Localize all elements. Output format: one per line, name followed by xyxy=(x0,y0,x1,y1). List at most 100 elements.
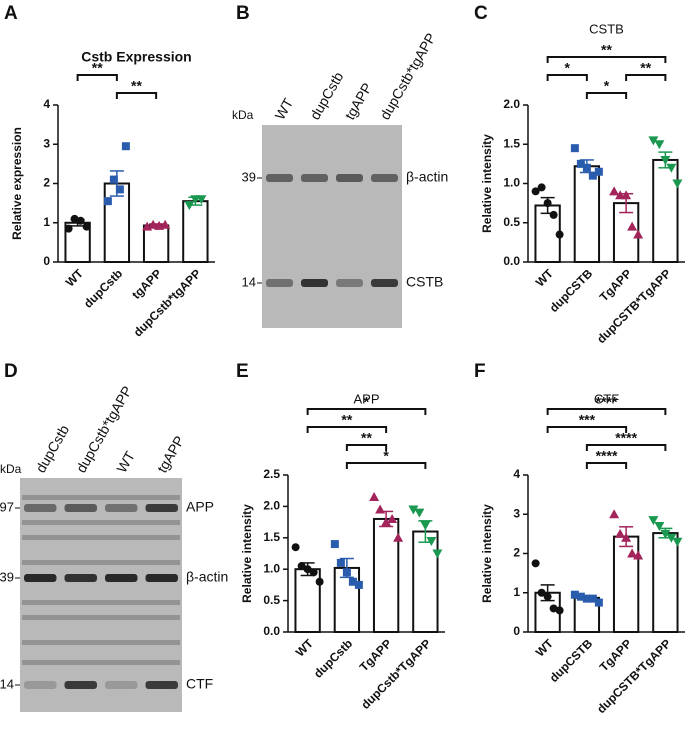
data-point xyxy=(588,594,597,603)
y-tick-label: 1.5 xyxy=(263,530,280,544)
x-tick-label: TgAPP xyxy=(357,636,395,674)
band-label: CTF xyxy=(186,676,213,692)
chart-title: APP xyxy=(353,391,379,406)
x-tick-label: WT xyxy=(533,636,557,660)
data-point xyxy=(549,210,558,219)
data-point xyxy=(543,199,552,208)
data-point xyxy=(336,558,345,567)
bar xyxy=(652,532,679,634)
x-tick-label: TgAPP xyxy=(597,636,635,674)
data-point xyxy=(408,505,419,515)
data-point xyxy=(76,216,85,225)
bar xyxy=(182,200,209,264)
data-point xyxy=(576,159,585,168)
band xyxy=(24,574,57,582)
data-point xyxy=(660,529,671,539)
band xyxy=(371,174,398,182)
blot xyxy=(20,478,182,712)
significance-bracket xyxy=(345,444,388,451)
data-point xyxy=(555,230,564,239)
x-tick-label: tgAPP xyxy=(129,266,164,301)
data-point xyxy=(594,167,603,176)
data-point xyxy=(432,549,443,559)
y-tick-label: 3 xyxy=(43,136,50,150)
y-axis-label: Relative intensity xyxy=(480,134,494,233)
data-point xyxy=(633,550,644,560)
band xyxy=(64,574,97,582)
significance-bracket xyxy=(76,74,118,81)
y-tick-label: 0 xyxy=(513,624,520,638)
band xyxy=(145,681,178,689)
significance-bracket xyxy=(306,426,388,433)
faint-band xyxy=(22,495,180,500)
significance-label: * xyxy=(565,60,571,76)
significance-bracket xyxy=(585,92,628,99)
y-axis-label: Relative expression xyxy=(10,127,24,240)
x-tick-label: dupCSTB*TgAPP xyxy=(594,636,674,716)
data-point xyxy=(64,224,73,233)
faint-band xyxy=(22,535,180,540)
band-label: β-actin xyxy=(406,169,448,185)
significance-label: ** xyxy=(640,60,651,76)
y-tick-label: 1 xyxy=(513,585,520,599)
significance-label: ** xyxy=(361,430,372,446)
band xyxy=(145,504,178,512)
lane-label: dupCstb*tgAPP xyxy=(376,30,439,122)
bar xyxy=(412,530,439,634)
chart: APP Relative intensity 0.0 0.5 1.0 1.5 2.0 2.5 W… xyxy=(240,391,445,712)
lane-label: tgAPP xyxy=(154,433,188,475)
y-tick-label: 0.5 xyxy=(263,593,280,607)
x-tick-label: WT xyxy=(63,266,87,290)
y-tick-label: 0.0 xyxy=(263,624,280,638)
significance-label: *** xyxy=(579,412,596,428)
significance-label: ** xyxy=(92,60,103,76)
data-point xyxy=(576,592,585,601)
faint-band xyxy=(22,520,180,525)
band xyxy=(145,574,178,582)
y-axis-label: Relative intensity xyxy=(240,504,254,603)
data-point xyxy=(381,517,392,527)
data-point xyxy=(621,532,632,542)
panel-letter: A xyxy=(4,3,18,24)
data-point xyxy=(291,543,300,552)
data-point xyxy=(109,175,118,184)
data-point xyxy=(570,144,579,153)
data-point xyxy=(354,580,363,589)
y-tick-label: 1.0 xyxy=(503,176,520,190)
panel-letter: C xyxy=(474,3,488,24)
data-point xyxy=(184,201,195,211)
data-point xyxy=(196,195,207,205)
bar xyxy=(142,224,170,263)
data-point xyxy=(648,516,659,526)
significance-label: * xyxy=(383,448,389,464)
data-point xyxy=(666,533,677,543)
band xyxy=(301,174,328,182)
x-tick-label: dupCstb xyxy=(311,636,355,680)
x-tick-label: TgAPP xyxy=(597,266,635,304)
data-point xyxy=(537,588,546,597)
y-axis-label: Relative intensity xyxy=(480,504,494,603)
x-tick-label: dupCstb*TgAPP xyxy=(358,636,433,711)
marker-label: 39 xyxy=(0,569,14,584)
data-point xyxy=(627,221,638,231)
data-point xyxy=(348,577,357,586)
bar xyxy=(652,158,679,263)
x-tick-label: dupCSTB xyxy=(547,636,596,685)
band xyxy=(64,681,97,689)
data-point xyxy=(588,171,597,180)
data-point xyxy=(594,598,603,607)
faint-band xyxy=(22,615,180,620)
data-point xyxy=(543,592,552,601)
y-tick-label: 2 xyxy=(43,176,50,190)
y-tick-label: 2 xyxy=(513,546,520,560)
data-point xyxy=(148,219,159,229)
data-point xyxy=(549,604,558,613)
band xyxy=(301,279,328,287)
significance-bracket xyxy=(546,426,628,433)
faint-band xyxy=(22,560,180,565)
data-point xyxy=(609,509,620,519)
panel-letter: E xyxy=(236,361,249,382)
chart: Cstb Expression Relative expression 0 1 2 3 4 W… xyxy=(10,49,215,340)
